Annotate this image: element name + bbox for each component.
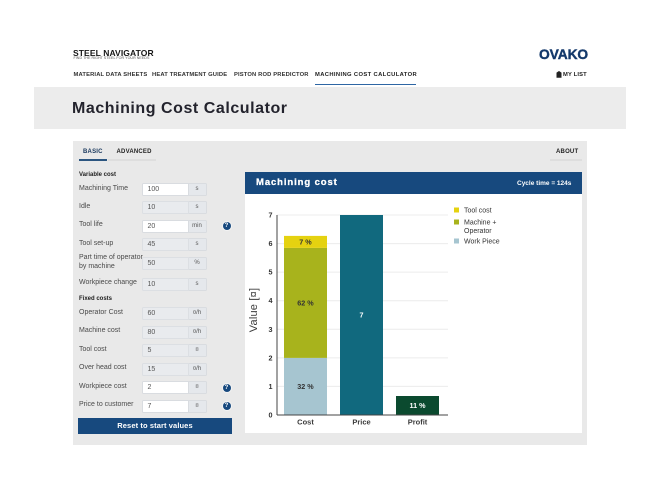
svg-text:Cost: Cost [297, 418, 314, 427]
svg-text:Price: Price [352, 418, 370, 427]
svg-text:1: 1 [269, 382, 273, 391]
svg-text:Work Piece: Work Piece [464, 239, 500, 246]
svg-text:7: 7 [360, 311, 364, 320]
svg-text:7: 7 [269, 211, 273, 220]
svg-text:3: 3 [269, 325, 273, 334]
svg-text:Machine +: Machine + [464, 220, 497, 227]
svg-text:6: 6 [269, 239, 273, 248]
svg-text:4: 4 [269, 296, 273, 305]
svg-text:0: 0 [269, 411, 273, 420]
svg-text:32 %: 32 % [297, 382, 314, 391]
svg-text:Profit: Profit [408, 418, 428, 427]
svg-text:62 %: 62 % [297, 299, 314, 308]
svg-text:11 %: 11 % [410, 401, 427, 410]
svg-text:7 %: 7 % [299, 237, 312, 246]
svg-text:Operator: Operator [464, 228, 492, 235]
svg-text:2: 2 [269, 353, 273, 362]
svg-text:Tool cost: Tool cost [464, 208, 492, 215]
svg-text:Value [¤]: Value [¤] [248, 288, 260, 332]
svg-text:5: 5 [269, 268, 273, 277]
